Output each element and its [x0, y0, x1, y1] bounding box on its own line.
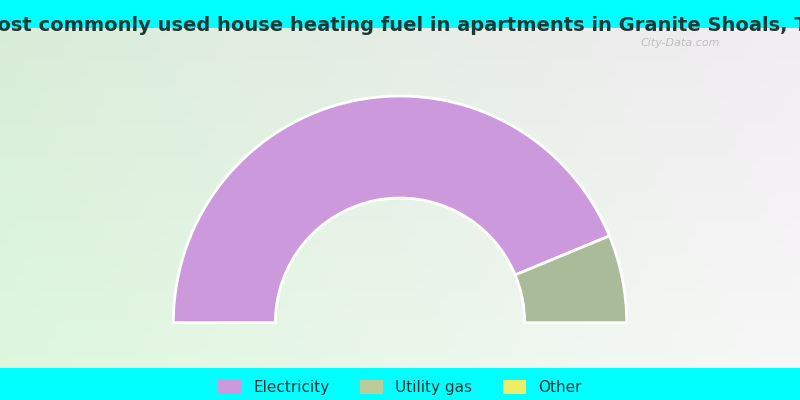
Text: City-Data.com: City-Data.com [640, 38, 720, 48]
Legend: Electricity, Utility gas, Other: Electricity, Utility gas, Other [212, 374, 588, 400]
Wedge shape [515, 236, 626, 323]
Wedge shape [174, 96, 610, 323]
Text: Most commonly used house heating fuel in apartments in Granite Shoals, TX: Most commonly used house heating fuel in… [0, 16, 800, 35]
